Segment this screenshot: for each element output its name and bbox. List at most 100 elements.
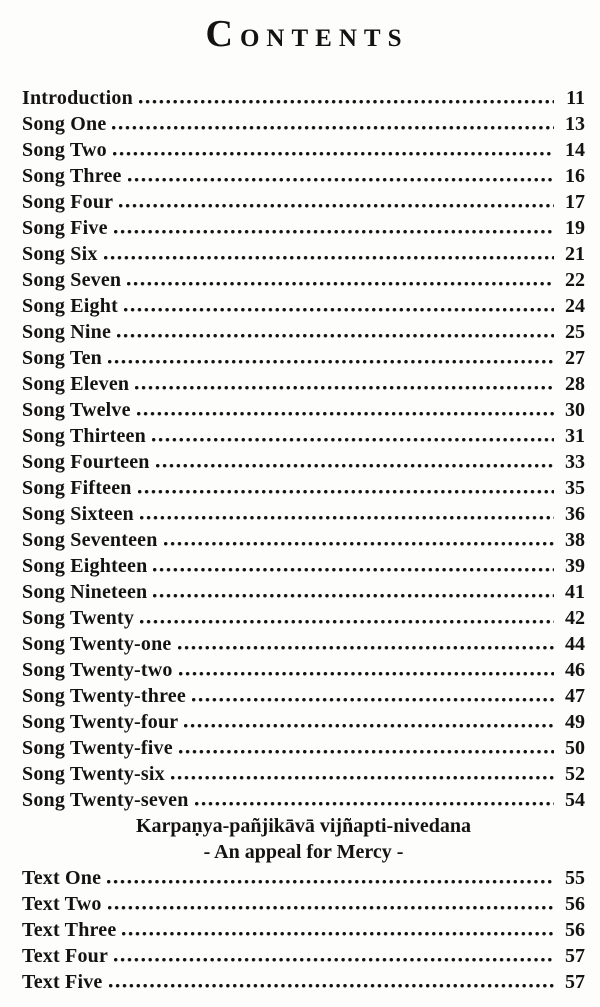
dotted-leader — [153, 568, 554, 572]
toc-entry-page: 17 — [565, 191, 585, 213]
toc-entry-page: 28 — [565, 373, 585, 395]
toc-entry-page: 21 — [565, 243, 585, 265]
dotted-leader — [194, 802, 554, 806]
toc-row: Song Twenty-three 47 — [22, 683, 585, 709]
toc-entry-page: 41 — [565, 581, 585, 603]
dotted-leader — [177, 646, 554, 650]
toc-entry-label: Song Nine — [22, 321, 112, 343]
toc-entry-label: Song Fifteen — [22, 477, 132, 499]
toc-entry-page: 57 — [565, 945, 585, 967]
toc-entry-label: Song Nineteen — [22, 581, 148, 603]
toc-row: Song Eight 24 — [22, 293, 585, 319]
toc-row: Song Seven 22 — [22, 267, 585, 293]
toc-entry-page: 42 — [565, 607, 585, 629]
toc-row: Song Twenty-five 50 — [22, 735, 585, 761]
toc-entry-page: 22 — [565, 269, 585, 291]
dotted-leader — [153, 594, 554, 598]
toc-entry-page: 30 — [565, 399, 585, 421]
toc-entry-label: Song Eighteen — [22, 555, 148, 577]
toc-row: Song Six 21 — [22, 241, 585, 267]
dotted-leader — [107, 906, 554, 910]
toc-row: Song Fourteen 33 — [22, 449, 585, 475]
toc-main-list: Introduction 11 Song One 13 Song Two 14 Song T… — [22, 85, 585, 813]
toc-entry-label: Song Eight — [22, 295, 118, 317]
dotted-leader — [117, 334, 554, 338]
toc-entry-label: Song Seventeen — [22, 529, 158, 551]
dotted-leader — [170, 776, 554, 780]
toc-entry-page: 31 — [565, 425, 585, 447]
toc-row: Song Ten 27 — [22, 345, 585, 371]
toc-entry-label: Text Two — [22, 893, 102, 915]
dotted-leader — [103, 256, 554, 260]
dotted-leader — [108, 984, 554, 988]
dotted-leader — [113, 230, 554, 234]
toc-row: Song Sixteen 36 — [22, 501, 585, 527]
toc-entry-page: 24 — [565, 295, 585, 317]
toc-row: Introduction 11 — [22, 85, 585, 111]
toc-entry-label: Song Twenty-six — [22, 763, 165, 785]
toc-entry-page: 16 — [565, 165, 585, 187]
toc-row: Song Four 17 — [22, 189, 585, 215]
toc-entry-page: 27 — [565, 347, 585, 369]
toc-text-list: Text One 55 Text Two 56 Text Three 56 Text Fou… — [22, 865, 585, 995]
toc-row: Text One 55 — [22, 865, 585, 891]
dotted-leader — [127, 178, 554, 182]
toc-entry-label: Song Four — [22, 191, 114, 213]
dotted-leader — [178, 672, 554, 676]
toc-entry-label: Song Twenty — [22, 607, 135, 629]
toc-row: Song Twenty-six 52 — [22, 761, 585, 787]
toc-entry-page: 52 — [565, 763, 585, 785]
toc-entry-label: Song Twenty-five — [22, 737, 173, 759]
toc-entry-label: Text Three — [22, 919, 117, 941]
dotted-leader — [123, 308, 554, 312]
toc-entry-page: 39 — [565, 555, 585, 577]
toc-entry-page: 19 — [565, 217, 585, 239]
section-heading-translation: - An appeal for Mercy - — [203, 841, 404, 863]
dotted-leader — [136, 412, 554, 416]
toc-row: Song Thirteen 31 — [22, 423, 585, 449]
toc-entry-page: 36 — [565, 503, 585, 525]
toc-entry-page: 44 — [565, 633, 585, 655]
toc-row: Text Two 56 — [22, 891, 585, 917]
toc-entry-label: Text One — [22, 867, 102, 889]
dotted-leader — [184, 724, 554, 728]
toc-row: Text Four 57 — [22, 943, 585, 969]
dotted-leader — [155, 464, 554, 468]
toc-entry-page: 11 — [566, 87, 585, 109]
toc-row: Song Fifteen 35 — [22, 475, 585, 501]
toc-entry-page: 54 — [565, 789, 585, 811]
dotted-leader — [119, 204, 554, 208]
dotted-leader — [112, 126, 554, 130]
toc-entry-label: Song Twenty-four — [22, 711, 179, 733]
toc-entry-label: Song Sixteen — [22, 503, 134, 525]
toc-entry-label: Song Twenty-two — [22, 659, 173, 681]
toc-entry-page: 56 — [565, 893, 585, 915]
toc-entry-page: 14 — [565, 139, 585, 161]
toc-entry-page: 49 — [565, 711, 585, 733]
dotted-leader — [137, 490, 554, 494]
toc-row: Song Eighteen 39 — [22, 553, 585, 579]
toc-entry-page: 35 — [565, 477, 585, 499]
toc-row: Song Eleven 28 — [22, 371, 585, 397]
toc-entry-label: Introduction — [22, 87, 133, 109]
toc-row: Song Twenty-four 49 — [22, 709, 585, 735]
toc-entry-label: Song Three — [22, 165, 122, 187]
dotted-leader — [108, 360, 554, 364]
dotted-leader — [163, 542, 554, 546]
toc-row: Song Two 14 — [22, 137, 585, 163]
dotted-leader — [112, 152, 554, 156]
toc-entry-label: Song Five — [22, 217, 108, 239]
toc-row: Song Nine 25 — [22, 319, 585, 345]
dotted-leader — [178, 750, 554, 754]
toc-entry-label: Song Ten — [22, 347, 102, 369]
toc-row: Song Twenty-seven 54 — [22, 787, 585, 813]
toc-entry-page: 55 — [565, 867, 585, 889]
toc-row: Song Five 19 — [22, 215, 585, 241]
toc-entry-label: Song Seven — [22, 269, 122, 291]
toc-entry-label: Song Twelve — [22, 399, 131, 421]
toc-entry-page: 56 — [565, 919, 585, 941]
dotted-leader — [191, 698, 554, 702]
toc-entry-label: Song One — [22, 113, 107, 135]
toc-entry-page: 38 — [565, 529, 585, 551]
